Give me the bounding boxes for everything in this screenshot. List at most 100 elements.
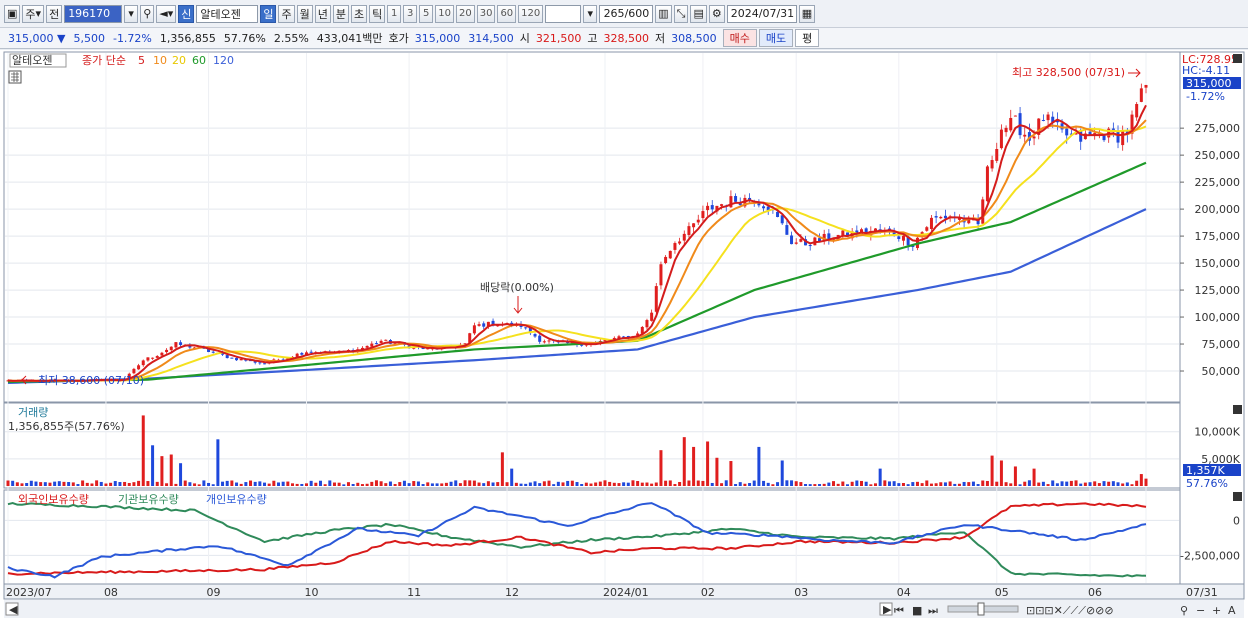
draw-tool-icon[interactable]: ⤡ <box>673 4 689 23</box>
volume-bar <box>277 482 281 486</box>
volume-bar <box>207 482 211 486</box>
volume-bar <box>962 481 966 486</box>
period-year[interactable]: 년 <box>314 4 331 23</box>
x-tick-label: 04 <box>897 586 911 599</box>
nav-first-icon[interactable]: ⏮ <box>894 604 904 617</box>
legend-individual: 개인보유수량 <box>206 493 267 506</box>
volume-bar <box>81 480 85 486</box>
candle-body <box>799 239 803 242</box>
candle-body <box>906 236 910 246</box>
period-day[interactable]: 일 <box>260 4 277 23</box>
tool-icons[interactable]: ⊡⊡⊡✕⟋⟋⟋⊘⊘⊘ <box>1026 604 1114 617</box>
date-field[interactable]: 2024/07/31 <box>726 4 797 23</box>
volume-bar <box>561 482 565 486</box>
candle-body <box>827 233 831 240</box>
interval-60[interactable]: 60 <box>497 4 517 23</box>
interval-30[interactable]: 30 <box>476 4 496 23</box>
nav-stop-icon[interactable]: ■ <box>912 604 922 617</box>
volume-last-label: 1,357K <box>1186 464 1225 477</box>
period-second[interactable]: 초 <box>350 4 368 23</box>
volume-bar <box>1065 481 1069 486</box>
save-icon[interactable]: ▤ <box>690 4 707 23</box>
interval-1[interactable]: 1 <box>387 4 402 23</box>
candle-body <box>155 356 159 358</box>
volume-bar <box>967 482 971 486</box>
search-icon[interactable]: ⚲ <box>140 4 155 23</box>
interval-3[interactable]: 3 <box>403 4 418 23</box>
candle-body <box>477 324 481 326</box>
volume-bar <box>892 481 896 486</box>
interval-20[interactable]: 20 <box>455 4 475 23</box>
scroll-left-button[interactable] <box>5 602 19 616</box>
custom-interval-input[interactable] <box>545 4 582 23</box>
candle-body <box>720 204 724 206</box>
eval-button[interactable]: 평 <box>795 29 820 47</box>
volume-bar <box>836 483 840 486</box>
volume-close-icon[interactable] <box>1233 405 1242 414</box>
speaker-icon[interactable]: ◄▾ <box>156 4 177 23</box>
count-field[interactable]: 265/600 <box>599 4 654 23</box>
stock-code-input[interactable]: 196170 <box>64 4 123 23</box>
volume-bar <box>720 483 724 486</box>
market-select[interactable]: 주 ▾ <box>22 4 45 23</box>
period-month[interactable]: 월 <box>296 4 313 23</box>
interval-dropdown-icon[interactable]: ▾ <box>583 4 598 23</box>
interval-120[interactable]: 120 <box>518 4 544 23</box>
legend-ma120: 120 <box>213 54 234 67</box>
volume-bar <box>841 481 845 486</box>
volume-bar <box>1009 483 1013 486</box>
calendar-icon[interactable]: ▦ <box>798 4 816 23</box>
sell-button[interactable]: 매도 <box>758 29 794 47</box>
volume-bar <box>1116 482 1120 486</box>
volume-bar <box>244 482 248 486</box>
prev-button[interactable]: 전 <box>46 4 63 23</box>
price-close-icon[interactable] <box>1233 54 1242 63</box>
candle-body <box>239 358 243 361</box>
volume-bar <box>542 481 546 486</box>
stock-name-field[interactable]: 알테오젠 <box>196 4 259 23</box>
scroll-right-button[interactable] <box>879 602 893 616</box>
volume-bar <box>165 483 169 486</box>
period-week[interactable]: 주 <box>278 4 295 23</box>
interval-10[interactable]: 10 <box>435 4 454 23</box>
candle-body <box>832 238 836 240</box>
max-annotation: 최고 328,500 (07/31) <box>1012 66 1125 79</box>
volume-bar <box>808 484 812 486</box>
volume-bar <box>421 484 425 486</box>
volume-bar <box>281 481 285 486</box>
gear-icon[interactable]: ⚙ <box>708 4 725 23</box>
buy-button[interactable]: 매수 <box>722 29 757 47</box>
volume-bar <box>104 483 108 486</box>
volume-bar <box>127 482 131 486</box>
nav-last-icon[interactable]: ⏭ <box>928 604 938 617</box>
volume-bar <box>174 483 178 486</box>
zoom-in-icon[interactable]: + <box>1212 604 1221 617</box>
volume-bar <box>230 480 234 486</box>
volume-bar <box>510 468 514 486</box>
candle-body <box>542 341 546 343</box>
period-minute[interactable]: 분 <box>332 4 349 23</box>
volume-bar <box>463 480 467 486</box>
interval-5[interactable]: 5 <box>419 4 434 23</box>
period-tick[interactable]: 틱 <box>369 4 386 23</box>
volume-bar <box>314 482 318 486</box>
window-menu-icon[interactable]: ▣ <box>4 4 21 23</box>
volume-bar <box>500 452 504 486</box>
candle-body <box>127 373 131 380</box>
inst-line <box>7 501 1147 578</box>
investor-close-icon[interactable] <box>1233 492 1242 501</box>
volume-bar <box>566 480 570 486</box>
stock-chart[interactable]: 50,000 75,000 100,000 125,000 150,000 175,000… <box>0 50 1248 621</box>
chart-type-icon[interactable]: ▥ <box>655 4 672 23</box>
volume-bars <box>6 415 1148 486</box>
zoom-out-icon[interactable]: − <box>1196 604 1205 617</box>
candle-body <box>822 233 826 241</box>
candle-body <box>934 216 938 218</box>
code-dropdown-icon[interactable]: ▾ <box>124 4 139 23</box>
zoom-icon[interactable]: ⚲ <box>1180 604 1188 617</box>
zoom-slider-handle[interactable] <box>977 602 985 616</box>
candle-body <box>995 149 999 161</box>
candle-body <box>496 325 500 327</box>
volume-bar <box>617 483 621 486</box>
font-size-icon[interactable]: A <box>1228 604 1236 617</box>
